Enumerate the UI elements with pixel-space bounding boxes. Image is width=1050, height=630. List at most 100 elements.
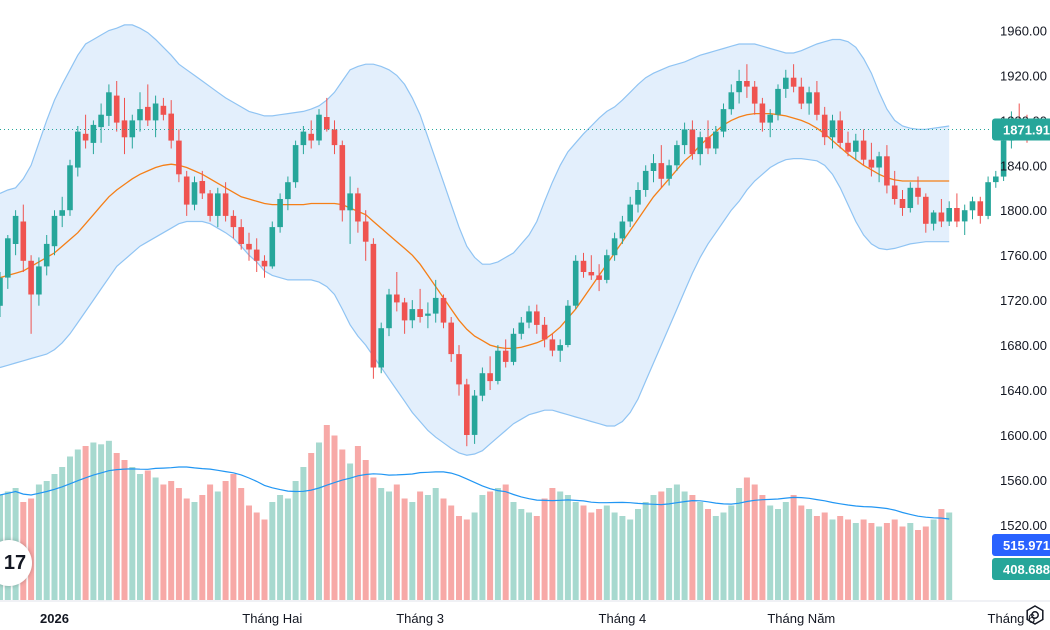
price-tick-label: 1600.00 (1000, 428, 1047, 443)
candle (487, 356, 493, 390)
volume-bar (339, 449, 346, 600)
volume-bar (168, 481, 175, 600)
candle-body (1000, 140, 1007, 177)
candle (588, 255, 595, 280)
candle (783, 69, 789, 98)
candle-body (954, 208, 960, 222)
candle (829, 114, 836, 149)
candle-body (464, 384, 470, 435)
volume-bar (549, 488, 556, 600)
volume-bar (541, 498, 548, 600)
time-axis[interactable]: 2026 Tháng Hai Tháng 3 Tháng 4 Tháng Năm Thán… (0, 600, 1050, 626)
last-price-badge-label: 1871.91 (1003, 123, 1050, 138)
candle (845, 131, 851, 157)
candle-body (658, 163, 665, 179)
volume-bar (207, 484, 214, 600)
price-tick-label: 1520.00 (1000, 518, 1047, 533)
candle (51, 210, 58, 256)
volume-bar (191, 502, 198, 600)
candle (961, 204, 968, 235)
volume-bar (448, 505, 455, 600)
candle-body (401, 302, 408, 321)
candle (90, 120, 97, 155)
volume-bar (860, 519, 867, 600)
candle (954, 193, 960, 228)
candle (549, 333, 556, 357)
candle-body (448, 322, 454, 355)
candle-body (308, 133, 314, 141)
candle-body (129, 120, 136, 138)
volume-bar (922, 526, 929, 600)
candle (985, 176, 991, 220)
candle (370, 238, 377, 379)
candle (798, 77, 805, 110)
candle-body (20, 221, 27, 261)
candle (604, 249, 610, 284)
candle (238, 219, 244, 250)
candle-body (331, 129, 338, 146)
candle (915, 176, 921, 205)
candle (853, 133, 859, 160)
candle-body (969, 201, 976, 211)
candle (362, 210, 369, 261)
candle (347, 176, 353, 244)
candle (814, 81, 820, 121)
volume-bar (471, 512, 478, 600)
volume-bar (316, 442, 322, 600)
candle (899, 190, 906, 216)
candle (689, 120, 696, 160)
volume-bar (183, 498, 190, 600)
volume-bar (386, 491, 392, 600)
candle-body (534, 311, 540, 325)
candle (635, 182, 641, 213)
candle (36, 257, 42, 306)
candle (1000, 133, 1007, 181)
candle-body (674, 145, 680, 166)
settings-gear-icon[interactable] (1024, 604, 1046, 626)
price-axis[interactable]: 1960.001920.001880.001840.001800.001760.… (1000, 24, 1047, 578)
volume-bar (907, 523, 914, 600)
candle-body (269, 227, 276, 267)
volume-bar (697, 502, 704, 600)
candle (277, 193, 283, 233)
volume-bar (829, 519, 836, 600)
candle (292, 140, 299, 188)
volume-badge: 408.688 (992, 558, 1050, 580)
volume-bar (681, 491, 688, 600)
middle-band-line (0, 112, 950, 350)
candle (300, 126, 307, 155)
volume-bar (736, 488, 743, 600)
candle-body (292, 145, 299, 183)
volume-ma-badge: 515.971 (992, 534, 1050, 556)
candle-body (253, 249, 260, 261)
volume-bar (759, 495, 766, 600)
price-tick-label: 1960.00 (1000, 24, 1047, 39)
candle-body (456, 354, 462, 385)
candle (168, 100, 174, 149)
volume-bar (144, 470, 151, 600)
volume-bar (261, 519, 268, 600)
candle-body (75, 131, 81, 168)
volume-bar (105, 440, 112, 601)
volume-bar (533, 516, 540, 600)
candle-body (907, 187, 914, 208)
candle-body (821, 114, 828, 138)
volume-bar (432, 488, 439, 600)
candle-body (642, 170, 649, 190)
volume-bar (557, 491, 564, 600)
volume-bar (479, 495, 486, 600)
candle (285, 176, 291, 211)
candle (611, 232, 618, 261)
axis-badges: 1871.91 515.971 408.688 (992, 118, 1050, 580)
candle (464, 378, 470, 447)
candle-body (5, 238, 11, 278)
volume-bar (331, 435, 338, 600)
candle (642, 165, 649, 197)
candle (106, 84, 112, 126)
volume-bar (487, 491, 494, 600)
volume-bar (720, 512, 727, 600)
candle (75, 126, 81, 177)
candle (923, 193, 929, 233)
volume-bar (775, 509, 781, 600)
candle (471, 390, 478, 444)
